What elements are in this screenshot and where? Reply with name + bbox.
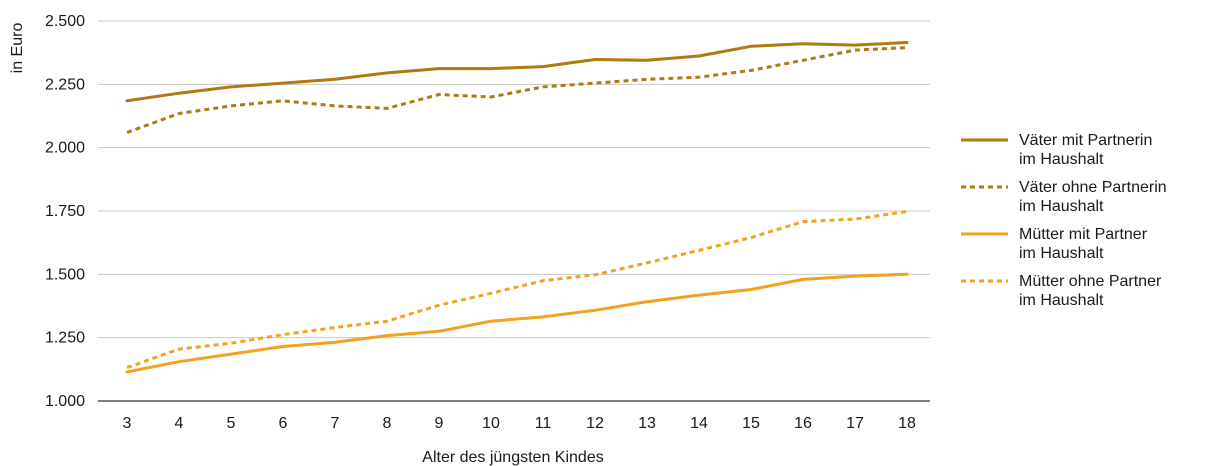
y-axis-ticks: 1.000 1.250 1.500 1.750 2.000 2.250 2.500 — [45, 13, 85, 410]
x-tick-label: 12 — [586, 415, 604, 432]
x-tick-label: 9 — [435, 415, 444, 432]
x-tick-label: 3 — [123, 415, 132, 432]
y-tick-label: 1.750 — [45, 203, 85, 220]
y-axis-title: in Euro — [9, 23, 26, 74]
x-tick-label: 14 — [690, 415, 708, 432]
legend-label: Väter mit Partnerin — [1019, 132, 1152, 149]
legend-label: im Haushalt — [1019, 151, 1104, 168]
y-tick-label: 2.000 — [45, 140, 85, 157]
x-tick-label: 16 — [794, 415, 812, 432]
x-tick-label: 8 — [383, 415, 392, 432]
series-lines — [125, 41, 909, 374]
gridlines — [98, 20, 930, 402]
x-tick-label: 13 — [638, 415, 656, 432]
x-axis-ticks: 3 4 5 6 7 8 9 10 11 12 13 14 15 16 17 18 — [123, 415, 916, 432]
x-tick-label: 18 — [898, 415, 916, 432]
y-tick-label: 2.500 — [45, 13, 85, 30]
legend-label: Mütter mit Partner — [1019, 226, 1148, 243]
x-axis-title: Alter des jüngsten Kindes — [422, 449, 603, 466]
legend-label: Väter ohne Partnerin — [1019, 179, 1167, 196]
x-tick-label: 7 — [331, 415, 340, 432]
x-tick-label: 6 — [279, 415, 288, 432]
series-line-4 — [126, 210, 908, 370]
y-tick-label: 1.250 — [45, 330, 85, 347]
legend-label: im Haushalt — [1019, 198, 1104, 215]
series-line-1 — [125, 41, 909, 103]
legend-label: Mütter ohne Partner — [1019, 273, 1162, 290]
y-tick-label: 2.250 — [45, 76, 85, 93]
x-tick-label: 17 — [846, 415, 864, 432]
x-tick-label: 10 — [482, 415, 500, 432]
legend-label: im Haushalt — [1019, 292, 1104, 309]
legend: Väter mit Partnerin im Haushalt Väter ohne… — [961, 132, 1167, 309]
series-line-2 — [126, 46, 908, 134]
x-tick-label: 15 — [742, 415, 760, 432]
x-tick-label: 11 — [535, 415, 552, 432]
x-tick-label: 4 — [175, 415, 184, 432]
x-tick-label: 5 — [227, 415, 236, 432]
series-line-3 — [125, 272, 909, 374]
y-tick-label: 1.000 — [45, 393, 85, 410]
y-tick-label: 1.500 — [45, 266, 85, 283]
legend-label: im Haushalt — [1019, 245, 1104, 262]
